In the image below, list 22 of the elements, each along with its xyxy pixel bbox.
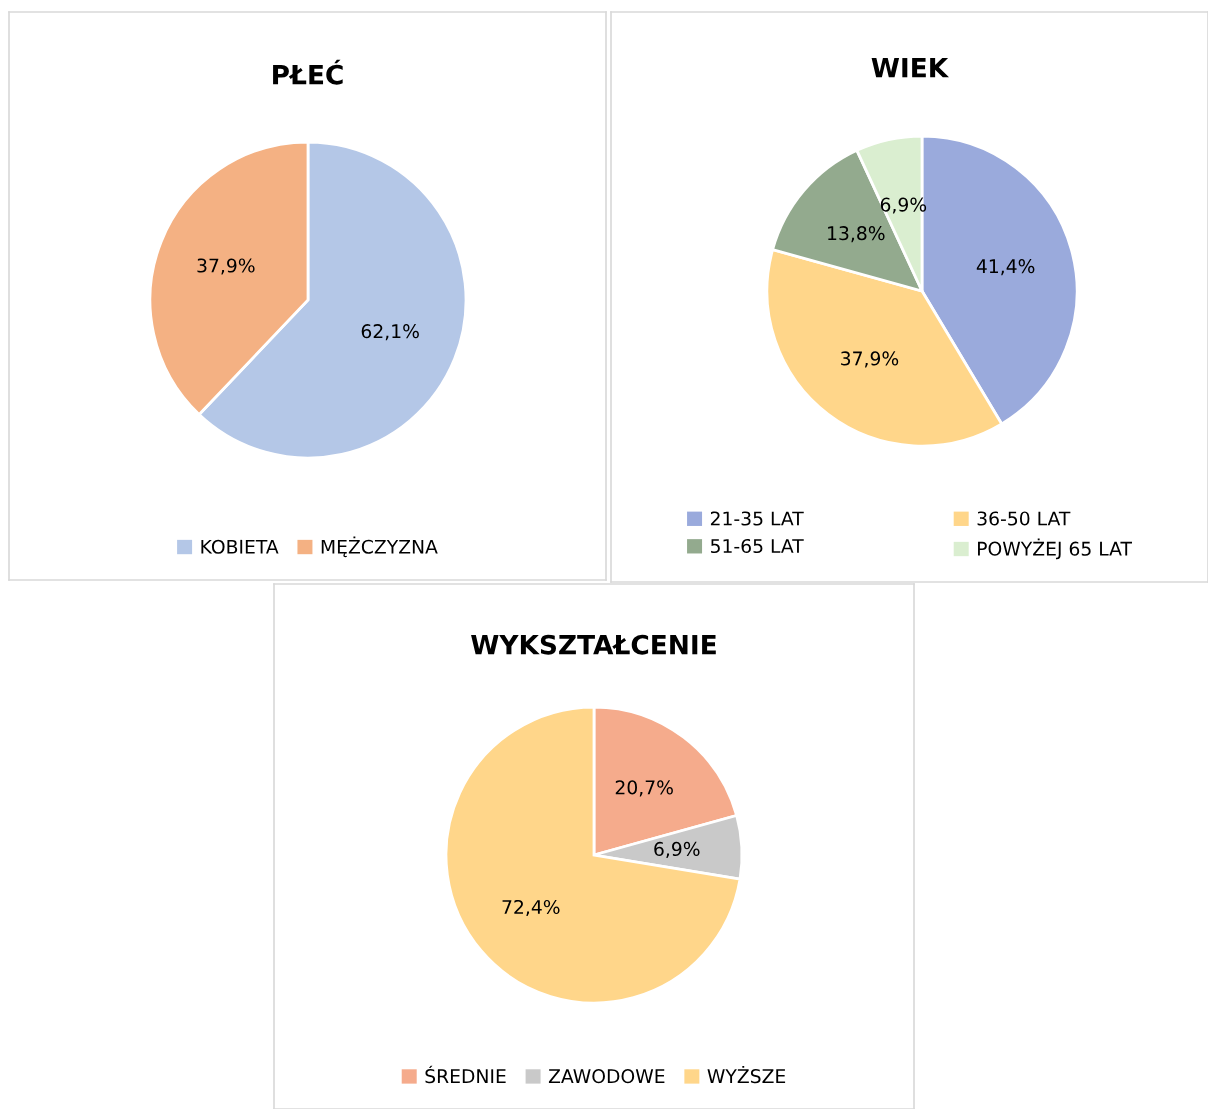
data-label: 37,9% — [841, 351, 899, 368]
data-label: 13,8% — [828, 226, 885, 243]
chart-title: WYKSZTAŁCENIE — [471, 634, 716, 655]
legend-label: ŚREDNIE — [425, 1065, 506, 1084]
legend-label: POWYŻEJ 65 LAT — [978, 538, 1132, 560]
data-label: 6,9% — [880, 197, 927, 214]
data-label: 20,7% — [615, 780, 673, 797]
chart-title: PŁEĆ — [273, 59, 343, 85]
legend-label: 36-50 LAT — [977, 511, 1071, 526]
legend-label: ZAWODOWE — [548, 1069, 665, 1084]
legend-label: WYŻSZE — [707, 1065, 786, 1084]
data-label: 37,9% — [197, 258, 255, 275]
data-label: 41,4% — [976, 259, 1035, 276]
pie-slice — [444, 705, 742, 1005]
data-label: 72,4% — [502, 899, 560, 916]
legend-label: 51-65 LAT — [711, 538, 804, 554]
data-label: 6,9% — [654, 841, 700, 858]
legend-label: KOBIETA — [201, 539, 279, 554]
data-label: 62,1% — [361, 324, 419, 341]
chart-title: WIEK — [871, 58, 949, 78]
legend-label: 21-35 LAT — [710, 511, 804, 526]
legend-label: MĘŻCZYZNA — [321, 536, 438, 558]
